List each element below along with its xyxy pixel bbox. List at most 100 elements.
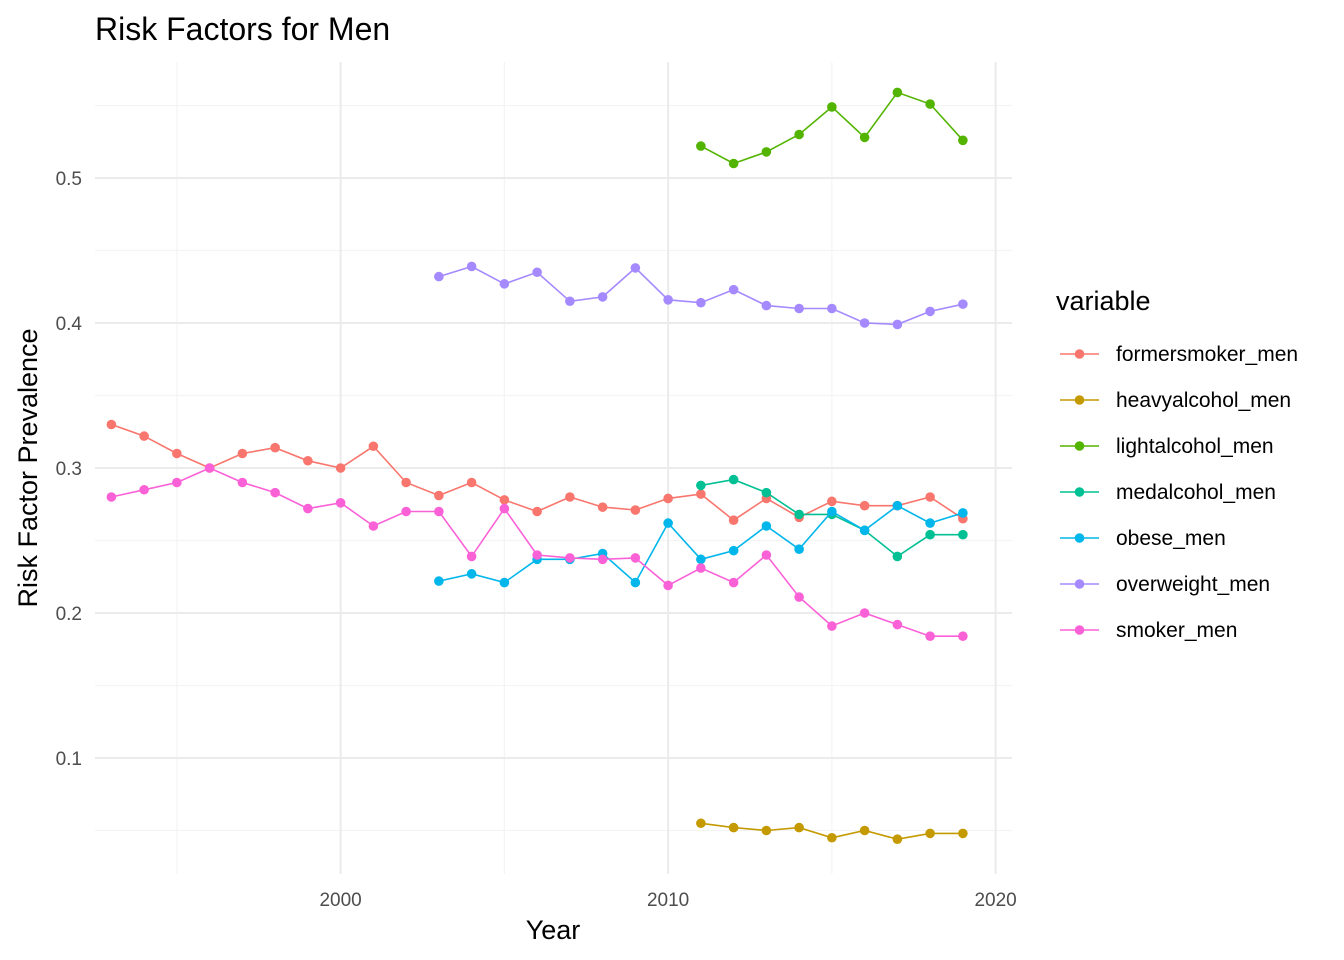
legend-key-point xyxy=(1074,579,1085,589)
data-point xyxy=(401,477,411,488)
legend-key-point xyxy=(1074,349,1085,359)
data-point xyxy=(892,551,903,562)
y-tick-label: 0.2 xyxy=(56,604,82,625)
data-point xyxy=(827,303,837,314)
data-point xyxy=(794,509,804,520)
series-overweight_men xyxy=(434,261,968,330)
data-point xyxy=(663,518,673,528)
data-point xyxy=(466,569,477,579)
legend-label: smoker_men xyxy=(1116,619,1237,642)
y-axis-title: Risk Factor Prevalence xyxy=(13,328,43,607)
data-point xyxy=(139,484,149,495)
legend: variable formersmoker_men heavyalcohol_me… xyxy=(1056,286,1298,642)
x-tick-label: 2010 xyxy=(647,890,689,911)
data-point xyxy=(335,498,346,508)
data-point xyxy=(565,296,575,307)
data-point xyxy=(597,292,608,302)
data-point xyxy=(728,577,739,588)
data-point xyxy=(532,550,542,560)
legend-items: formersmoker_men heavyalcohol_men lightalc… xyxy=(1060,343,1298,642)
legend-key-point xyxy=(1074,487,1085,497)
legend-key-point xyxy=(1074,625,1085,635)
data-point xyxy=(696,563,706,573)
series-line-overweight_men xyxy=(438,265,964,326)
data-point xyxy=(434,490,444,501)
data-point xyxy=(728,284,739,295)
data-point xyxy=(794,129,804,140)
legend-item-formersmoker_men: formersmoker_men xyxy=(1060,343,1298,366)
data-point xyxy=(827,621,837,631)
data-point xyxy=(827,102,837,112)
legend-label: obese_men xyxy=(1116,527,1226,550)
data-point xyxy=(892,500,903,511)
series-layer xyxy=(106,87,968,844)
data-point xyxy=(859,318,870,328)
data-point xyxy=(434,576,444,586)
legend-item-obese_men: obese_men xyxy=(1060,527,1226,550)
data-point xyxy=(925,306,935,317)
data-point xyxy=(958,135,968,146)
data-point xyxy=(630,263,641,273)
data-point xyxy=(696,297,706,308)
legend-item-lightalcohol_men: lightalcohol_men xyxy=(1060,435,1274,458)
data-point xyxy=(958,828,968,839)
data-point xyxy=(892,619,903,630)
series-formersmoker_men xyxy=(106,419,968,525)
x-tick-label: 2000 xyxy=(319,890,361,911)
x-tick-label: 2020 xyxy=(974,890,1016,911)
series-heavyalcohol_men xyxy=(696,818,968,844)
data-point xyxy=(925,492,935,502)
data-point xyxy=(827,832,837,843)
legend-item-heavyalcohol_men: heavyalcohol_men xyxy=(1060,389,1291,412)
legend-item-overweight_men: overweight_men xyxy=(1060,573,1270,596)
data-point xyxy=(630,577,641,588)
data-point xyxy=(728,545,739,556)
legend-label: formersmoker_men xyxy=(1116,343,1298,366)
data-point xyxy=(532,506,542,517)
data-point xyxy=(827,496,837,507)
series-lightalcohol_men xyxy=(696,87,968,169)
data-point xyxy=(859,132,870,143)
data-point xyxy=(794,544,804,554)
data-point xyxy=(761,825,772,836)
data-point xyxy=(696,818,706,829)
data-point xyxy=(958,508,968,518)
legend-title: variable xyxy=(1056,286,1151,316)
data-point xyxy=(761,147,772,157)
series-smoker_men xyxy=(106,463,968,641)
data-point xyxy=(859,525,870,536)
x-axis-ticks: 2000 2010 2020 xyxy=(319,890,1016,911)
y-tick-label: 0.4 xyxy=(56,314,83,335)
data-point xyxy=(532,267,542,278)
data-point xyxy=(172,477,182,488)
data-point xyxy=(827,506,837,517)
legend-label: overweight_men xyxy=(1116,573,1270,596)
data-point xyxy=(204,463,215,473)
y-tick-label: 0.1 xyxy=(56,749,82,770)
legend-item-medalcohol_men: medalcohol_men xyxy=(1060,481,1276,504)
data-point xyxy=(335,463,346,473)
legend-key-point xyxy=(1074,533,1085,543)
data-point xyxy=(696,141,706,151)
y-tick-label: 0.3 xyxy=(56,459,82,480)
data-point xyxy=(892,834,903,844)
data-point xyxy=(466,477,477,488)
data-point xyxy=(925,99,935,109)
data-point xyxy=(761,521,772,531)
data-point xyxy=(597,502,608,512)
data-point xyxy=(728,158,739,169)
data-point xyxy=(368,441,379,452)
data-point xyxy=(303,455,313,466)
data-point xyxy=(565,492,575,502)
data-point xyxy=(892,319,903,330)
data-point xyxy=(663,580,673,591)
data-point xyxy=(466,551,477,562)
data-point xyxy=(368,521,379,531)
data-point xyxy=(925,631,935,641)
grid xyxy=(95,62,1012,874)
data-point xyxy=(434,506,444,517)
data-point xyxy=(761,550,772,560)
data-point xyxy=(172,448,182,459)
legend-item-smoker_men: smoker_men xyxy=(1060,619,1237,642)
data-point xyxy=(728,822,739,833)
